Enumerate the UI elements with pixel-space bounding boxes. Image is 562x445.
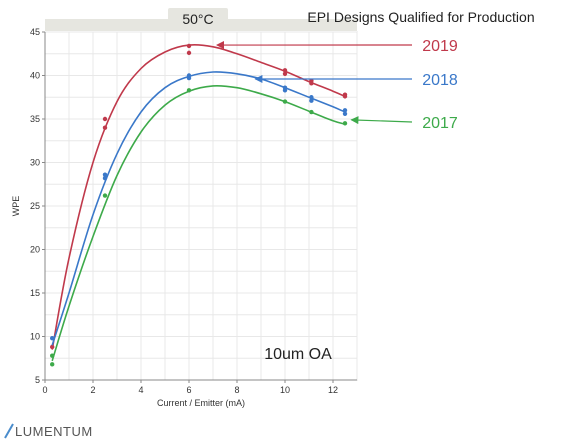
tick-labels: 0 2 4 6 8 10 12 5 10 15 20 25 30 35 40 45: [30, 27, 338, 395]
data-point-2018: [282, 88, 288, 93]
series-curve-2018: [51, 71, 346, 346]
data-point-2018: [102, 175, 108, 181]
logo-text: LUMENTUM: [15, 424, 93, 439]
series-label-2017: 2017: [422, 115, 458, 132]
logo-slash-icon: [4, 423, 14, 439]
x-tick-label: 8: [234, 385, 239, 395]
data-point-2018: [102, 172, 108, 177]
header-tab: [168, 8, 228, 31]
data-point-2018: [309, 98, 314, 103]
series-2019: [50, 43, 348, 350]
x-tick-label: 6: [186, 385, 191, 395]
data-point-2017: [309, 109, 314, 115]
data-point-2018: [342, 111, 348, 116]
x-tick-label: 2: [90, 385, 95, 395]
data-point-2017: [102, 193, 108, 198]
axes: [42, 31, 357, 383]
data-point-2017: [186, 88, 192, 93]
x-tick-label: 12: [328, 385, 338, 395]
data-point-2019: [186, 50, 192, 56]
data-point-2019: [282, 68, 288, 73]
data-point-2017: [282, 99, 288, 104]
x-tick-label: 4: [138, 385, 143, 395]
data-point-2019: [102, 116, 108, 122]
data-point-2019: [50, 344, 55, 350]
series-curve-2017: [51, 84, 346, 362]
y-tick-label: 40: [30, 71, 40, 81]
data-point-2018: [309, 95, 314, 100]
series-label-2018: 2018: [422, 72, 458, 89]
x-axis-label: Current / Emitter (mA): [157, 398, 245, 408]
y-tick-label: 10: [30, 332, 40, 342]
series-label-2019: 2019: [422, 38, 458, 55]
oa-annotation: 10um OA: [264, 346, 332, 363]
data-point-2017: [342, 121, 348, 126]
data-point-2017: [50, 362, 55, 367]
y-tick-label: 35: [30, 114, 40, 124]
arrow-2017: [350, 116, 413, 125]
data-point-2018: [342, 108, 348, 113]
y-tick-label: 5: [35, 375, 40, 385]
arrow-layer: 2019 2018 2017: [216, 38, 458, 132]
series-2017: [50, 84, 348, 367]
series-curve-2019: [51, 43, 346, 350]
data-point-2019: [102, 125, 108, 130]
chart-title: EPI Designs Qualified for Production: [307, 9, 534, 25]
series-layer: [50, 43, 348, 367]
y-tick-label: 45: [30, 27, 40, 37]
series-2018: [50, 71, 348, 346]
y-tick-label: 30: [30, 158, 40, 168]
data-point-2019: [309, 81, 314, 86]
header-tab-label: 50°C: [182, 11, 213, 27]
x-tick-label: 0: [42, 385, 47, 395]
data-point-2017: [50, 353, 55, 358]
data-point-2018: [186, 75, 192, 81]
y-axis-label: WPE: [11, 196, 21, 217]
data-point-2019: [186, 43, 192, 49]
y-tick-label: 25: [30, 201, 40, 211]
y-tick-label: 20: [30, 245, 40, 255]
data-point-2019: [342, 94, 348, 99]
lumentum-logo: LUMENTUM: [4, 423, 93, 439]
data-point-2018: [50, 336, 55, 341]
data-point-2019: [282, 71, 288, 76]
y-tick-label: 15: [30, 288, 40, 298]
x-tick-label: 10: [280, 385, 290, 395]
